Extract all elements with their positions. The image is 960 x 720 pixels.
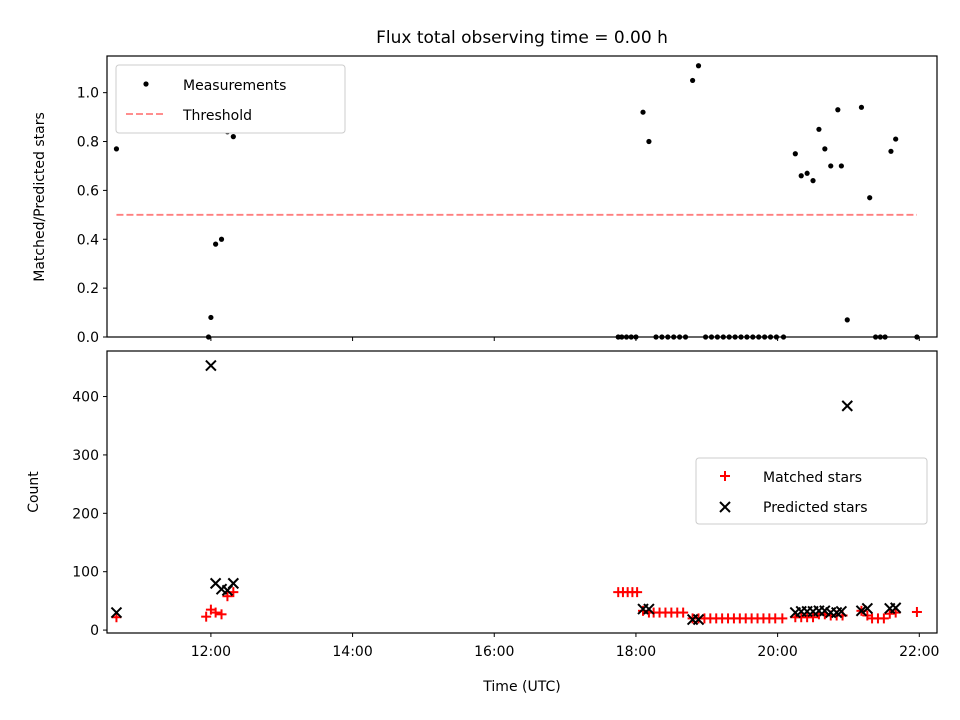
matched-point bbox=[210, 607, 221, 618]
predicted-points bbox=[110, 359, 902, 626]
measurement-point bbox=[835, 107, 841, 113]
measurement-point bbox=[816, 126, 822, 132]
measurement-point bbox=[208, 314, 214, 321]
top-y-tick-label: 1.0 bbox=[77, 86, 99, 102]
bottom-y-tick-label: 0 bbox=[90, 623, 99, 639]
predicted-point bbox=[643, 603, 655, 615]
bottom-legend: Matched stars Predicted stars bbox=[695, 457, 928, 525]
top-legend: Measurements Threshold bbox=[115, 64, 346, 134]
measurement-point bbox=[888, 148, 894, 154]
matched-point bbox=[678, 607, 689, 618]
x-tick-label: 22:00 bbox=[899, 644, 939, 660]
matched-point bbox=[878, 613, 889, 624]
matched-point bbox=[911, 606, 922, 617]
top-y-axis-label: Matched/Predicted stars bbox=[32, 112, 48, 282]
predicted-point bbox=[692, 613, 705, 626]
legend-matched-label: Matched stars bbox=[763, 470, 862, 486]
measurement-point bbox=[695, 63, 702, 69]
measurement-point bbox=[646, 138, 652, 145]
measurement-point bbox=[804, 170, 810, 176]
matched-point bbox=[632, 587, 643, 598]
bottom-y-axis-label: Count bbox=[26, 471, 42, 513]
predicted-point bbox=[227, 577, 240, 590]
bottom-panel: 0 100 200 300 400 12:00 14:00 16:00 18:00 20:00 22… bbox=[26, 350, 939, 695]
measurement-point bbox=[640, 109, 646, 115]
bottom-y-tick-label: 100 bbox=[72, 565, 99, 581]
top-y-tick-label: 0.4 bbox=[77, 232, 99, 248]
measurement-point bbox=[828, 163, 834, 169]
bottom-y-tick-label: 200 bbox=[72, 506, 99, 522]
measurement-point bbox=[858, 104, 865, 110]
measurement-point bbox=[213, 241, 219, 247]
matched-point bbox=[222, 591, 233, 602]
x-tick-label: 20:00 bbox=[757, 644, 797, 660]
legend-predicted-marker bbox=[719, 501, 731, 513]
top-axes-frame bbox=[106, 55, 938, 338]
measurement-point bbox=[113, 146, 120, 152]
x-tick-label: 12:00 bbox=[191, 644, 231, 660]
top-legend-box bbox=[115, 64, 346, 134]
measurement-point bbox=[798, 173, 804, 179]
matched-point bbox=[808, 612, 819, 623]
x-axis-label: Time (UTC) bbox=[482, 679, 560, 695]
top-y-tick-label: 0.0 bbox=[77, 330, 99, 346]
measurement-point bbox=[810, 178, 816, 184]
bottom-y-tick-label: 400 bbox=[72, 390, 99, 406]
x-tick-label: 16:00 bbox=[474, 644, 514, 660]
measurement-points bbox=[113, 63, 920, 340]
predicted-point bbox=[205, 359, 217, 372]
measurement-point bbox=[822, 146, 828, 152]
top-y-tick-label: 0.2 bbox=[77, 281, 99, 297]
top-y-tick-label: 0.6 bbox=[77, 183, 99, 199]
measurement-point bbox=[690, 77, 696, 84]
chart-title: Flux total observing time = 0.00 h bbox=[376, 28, 668, 48]
measurement-point bbox=[792, 151, 798, 157]
measurement-point bbox=[838, 163, 844, 169]
bottom-legend-box bbox=[695, 457, 928, 525]
measurement-point bbox=[218, 236, 225, 242]
bottom-ticks: 0 100 200 300 400 12:00 14:00 16:00 18:00 20:00 22… bbox=[72, 390, 939, 660]
predicted-point bbox=[841, 400, 853, 412]
measurement-point bbox=[867, 195, 873, 201]
legend-measurements-label: Measurements bbox=[183, 78, 286, 94]
top-y-tick-label: 0.8 bbox=[77, 135, 99, 151]
legend-measurements-marker bbox=[143, 81, 149, 87]
predicted-point bbox=[855, 605, 868, 617]
top-panel: 0.0 0.2 0.4 0.6 0.8 1.0 Matched/Predicted sta… bbox=[32, 55, 938, 346]
legend-matched-marker bbox=[720, 471, 730, 481]
matched-point bbox=[884, 608, 895, 619]
top-ticks: 0.0 0.2 0.4 0.6 0.8 1.0 bbox=[77, 86, 920, 346]
predicted-point bbox=[889, 602, 902, 614]
matched-point bbox=[201, 611, 212, 622]
bottom-axes-frame bbox=[106, 350, 938, 634]
legend-predicted-label: Predicted stars bbox=[763, 500, 868, 516]
x-tick-label: 18:00 bbox=[616, 644, 656, 660]
x-tick-label: 14:00 bbox=[332, 644, 372, 660]
matched-point bbox=[216, 609, 227, 620]
predicted-point bbox=[861, 602, 874, 615]
measurement-point bbox=[230, 134, 236, 140]
predicted-point bbox=[835, 605, 848, 618]
measurement-point bbox=[893, 136, 899, 142]
measurement-point bbox=[844, 317, 850, 323]
bottom-y-tick-label: 300 bbox=[72, 448, 99, 464]
predicted-point bbox=[110, 606, 123, 619]
legend-threshold-label: Threshold bbox=[182, 108, 252, 124]
matched-point bbox=[777, 613, 788, 624]
